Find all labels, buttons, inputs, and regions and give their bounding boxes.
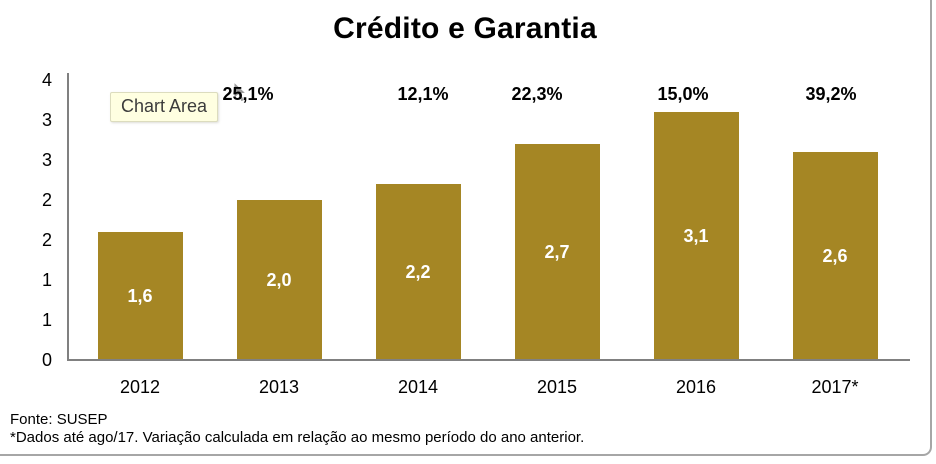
bar-value-label: 2,7	[544, 242, 570, 262]
chart-title: Crédito e Garantia	[333, 12, 597, 45]
mouse-cursor-icon	[233, 82, 248, 103]
bar-2016[interactable]	[653, 112, 739, 359]
bar-2017*[interactable]	[792, 152, 878, 359]
y-axis-tick-label: 2	[41, 230, 52, 250]
growth-percentage-label: 15,0%	[657, 84, 709, 104]
bar-value-label: 2,0	[266, 270, 292, 290]
growth-percentage-label: 12,1%	[397, 84, 449, 104]
bar-value-label: 3,1	[683, 226, 709, 246]
y-axis-line	[67, 73, 69, 361]
bar-value-label: 1,6	[127, 286, 153, 306]
bar-value-label: 2,6	[822, 246, 848, 266]
y-axis-tick-label: 1	[41, 310, 52, 330]
growth-percentage-label: 25,1%	[222, 84, 274, 104]
bar-2014[interactable]	[375, 184, 461, 359]
growth-percentage-label: 22,3%	[511, 84, 563, 104]
y-axis-tick-label: 3	[41, 150, 52, 170]
chart-footnotes: Fonte: SUSEP *Dados até ago/17. Variação…	[10, 411, 584, 447]
x-axis-category-label: 2012	[119, 377, 161, 397]
footnote-text: *Dados até ago/17. Variação calculada em…	[10, 429, 585, 446]
growth-percentage-label: 39,2%	[805, 84, 857, 104]
y-axis-tick-label: 2	[41, 190, 52, 210]
x-axis-category-label: 2016	[675, 377, 717, 397]
bar-2015[interactable]	[514, 144, 600, 359]
x-axis-category-label: 2014	[397, 377, 439, 397]
source-text: Fonte: SUSEP	[10, 411, 108, 428]
y-axis-tick-label: 3	[41, 110, 52, 130]
x-axis-line	[67, 359, 910, 361]
bar-2013[interactable]	[236, 200, 322, 359]
x-axis-category-label: 2013	[258, 377, 300, 397]
y-axis-tick-label: 1	[41, 270, 52, 290]
y-axis-tick-label: 0	[41, 350, 52, 370]
chart-area-tooltip: Chart Area	[110, 92, 219, 122]
x-axis-category-label: 2017*	[811, 377, 859, 397]
y-axis-tick-label: 4	[41, 70, 52, 90]
bar-2012[interactable]	[97, 232, 183, 359]
bar-value-label: 2,2	[405, 262, 431, 282]
x-axis-category-label: 2015	[536, 377, 578, 397]
